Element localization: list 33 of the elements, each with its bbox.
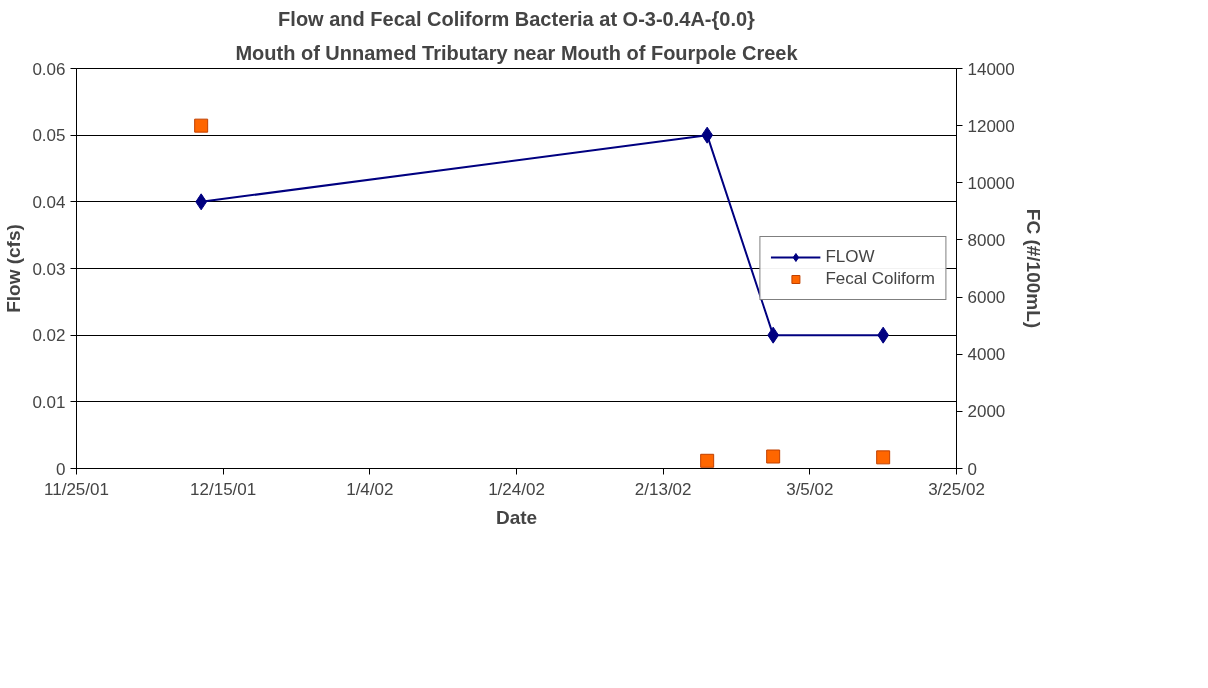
legend-label: Fecal Coliform	[825, 269, 935, 289]
y-tick-label: 0.04	[32, 192, 66, 212]
y-tick-label: 0.06	[32, 59, 66, 79]
y2-tick-label: 14000	[967, 59, 1015, 79]
x-tick-label: 3/25/02	[928, 479, 985, 499]
x-axis-title: Date	[495, 506, 538, 528]
chart-subtitle: Mouth of Unnamed Tributary near Mouth of Fourpole Creek	[235, 41, 799, 64]
y2-tick-label: 10000	[967, 173, 1015, 193]
x-tick-label: 1/4/02	[346, 479, 394, 499]
y-tick-label: 0.03	[32, 259, 66, 279]
x-tick-label: 3/5/02	[786, 479, 834, 499]
x-tick-label: 12/15/01	[190, 479, 257, 499]
x-tick-label: 1/24/02	[488, 479, 545, 499]
point	[700, 453, 715, 468]
y-tick-label: 0	[56, 459, 66, 479]
x-tick-label: 2/13/02	[634, 479, 692, 499]
y-axis-title: Flow (cfs)	[3, 224, 25, 313]
y2-tick-label: 12000	[967, 116, 1015, 136]
y2-axis-title: FC (#/100mL)	[1022, 208, 1044, 329]
y-tick-label: 0.02	[32, 326, 66, 346]
y-tick-label: 0.01	[32, 392, 66, 412]
point	[876, 450, 891, 465]
y2-tick-label: 8000	[967, 230, 1006, 250]
point	[194, 118, 209, 133]
y2-tick-label: 4000	[967, 345, 1006, 365]
y2-tick-label: 2000	[967, 402, 1006, 422]
y2-tick-label: 6000	[967, 288, 1006, 308]
point	[766, 449, 781, 464]
y2-tick-label: 0	[967, 459, 977, 479]
chart-title: Flow and Fecal Coliform Bacteria at O-3-0.4A-{0.0}	[278, 7, 756, 30]
x-tick-label: 11/25/01	[44, 479, 109, 499]
legend-label: FLOW	[825, 247, 875, 267]
y-tick-label: 0.05	[32, 126, 66, 146]
